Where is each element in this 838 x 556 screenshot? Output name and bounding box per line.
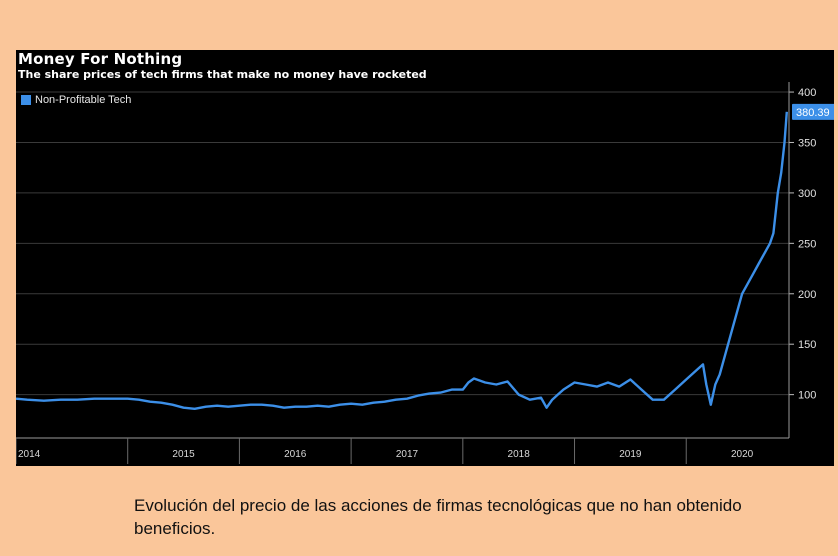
chart-panel: Money For Nothing The share prices of te… [16,50,834,466]
y-tick-label: 200 [798,289,816,301]
legend: Non-Profitable Tech [21,94,131,106]
x-tick-label: 2018 [508,449,531,460]
y-tick-label: 350 [798,137,816,149]
x-tick-label: 2014 [18,449,41,460]
chart-title: Money For Nothing [18,50,183,68]
y-tick-label: 300 [798,188,816,200]
y-tick-label: 100 [798,390,816,402]
x-tick-label: 2015 [172,449,195,460]
x-tick-label: 2019 [619,449,642,460]
chart-subtitle: The share prices of tech firms that make… [18,68,427,81]
y-tick-label: 250 [798,238,816,250]
x-tick-label: 2016 [284,449,307,460]
y-tick-label: 150 [798,339,816,351]
series-line-non-profitable-tech [16,111,788,410]
last-value-label: 380.39 [796,107,830,119]
y-tick-label: 400 [798,87,816,99]
legend-swatch [21,95,31,105]
last-value-badge [792,103,834,120]
x-tick-label: 2020 [731,449,754,460]
caption: Evolución del precio de las acciones de … [134,496,742,538]
x-tick-label: 2017 [396,449,419,460]
legend-label: Non-Profitable Tech [35,94,132,106]
line-chart: 100 150 200 250 300 350 400 2014 2015 2016 2017 201… [16,82,834,464]
